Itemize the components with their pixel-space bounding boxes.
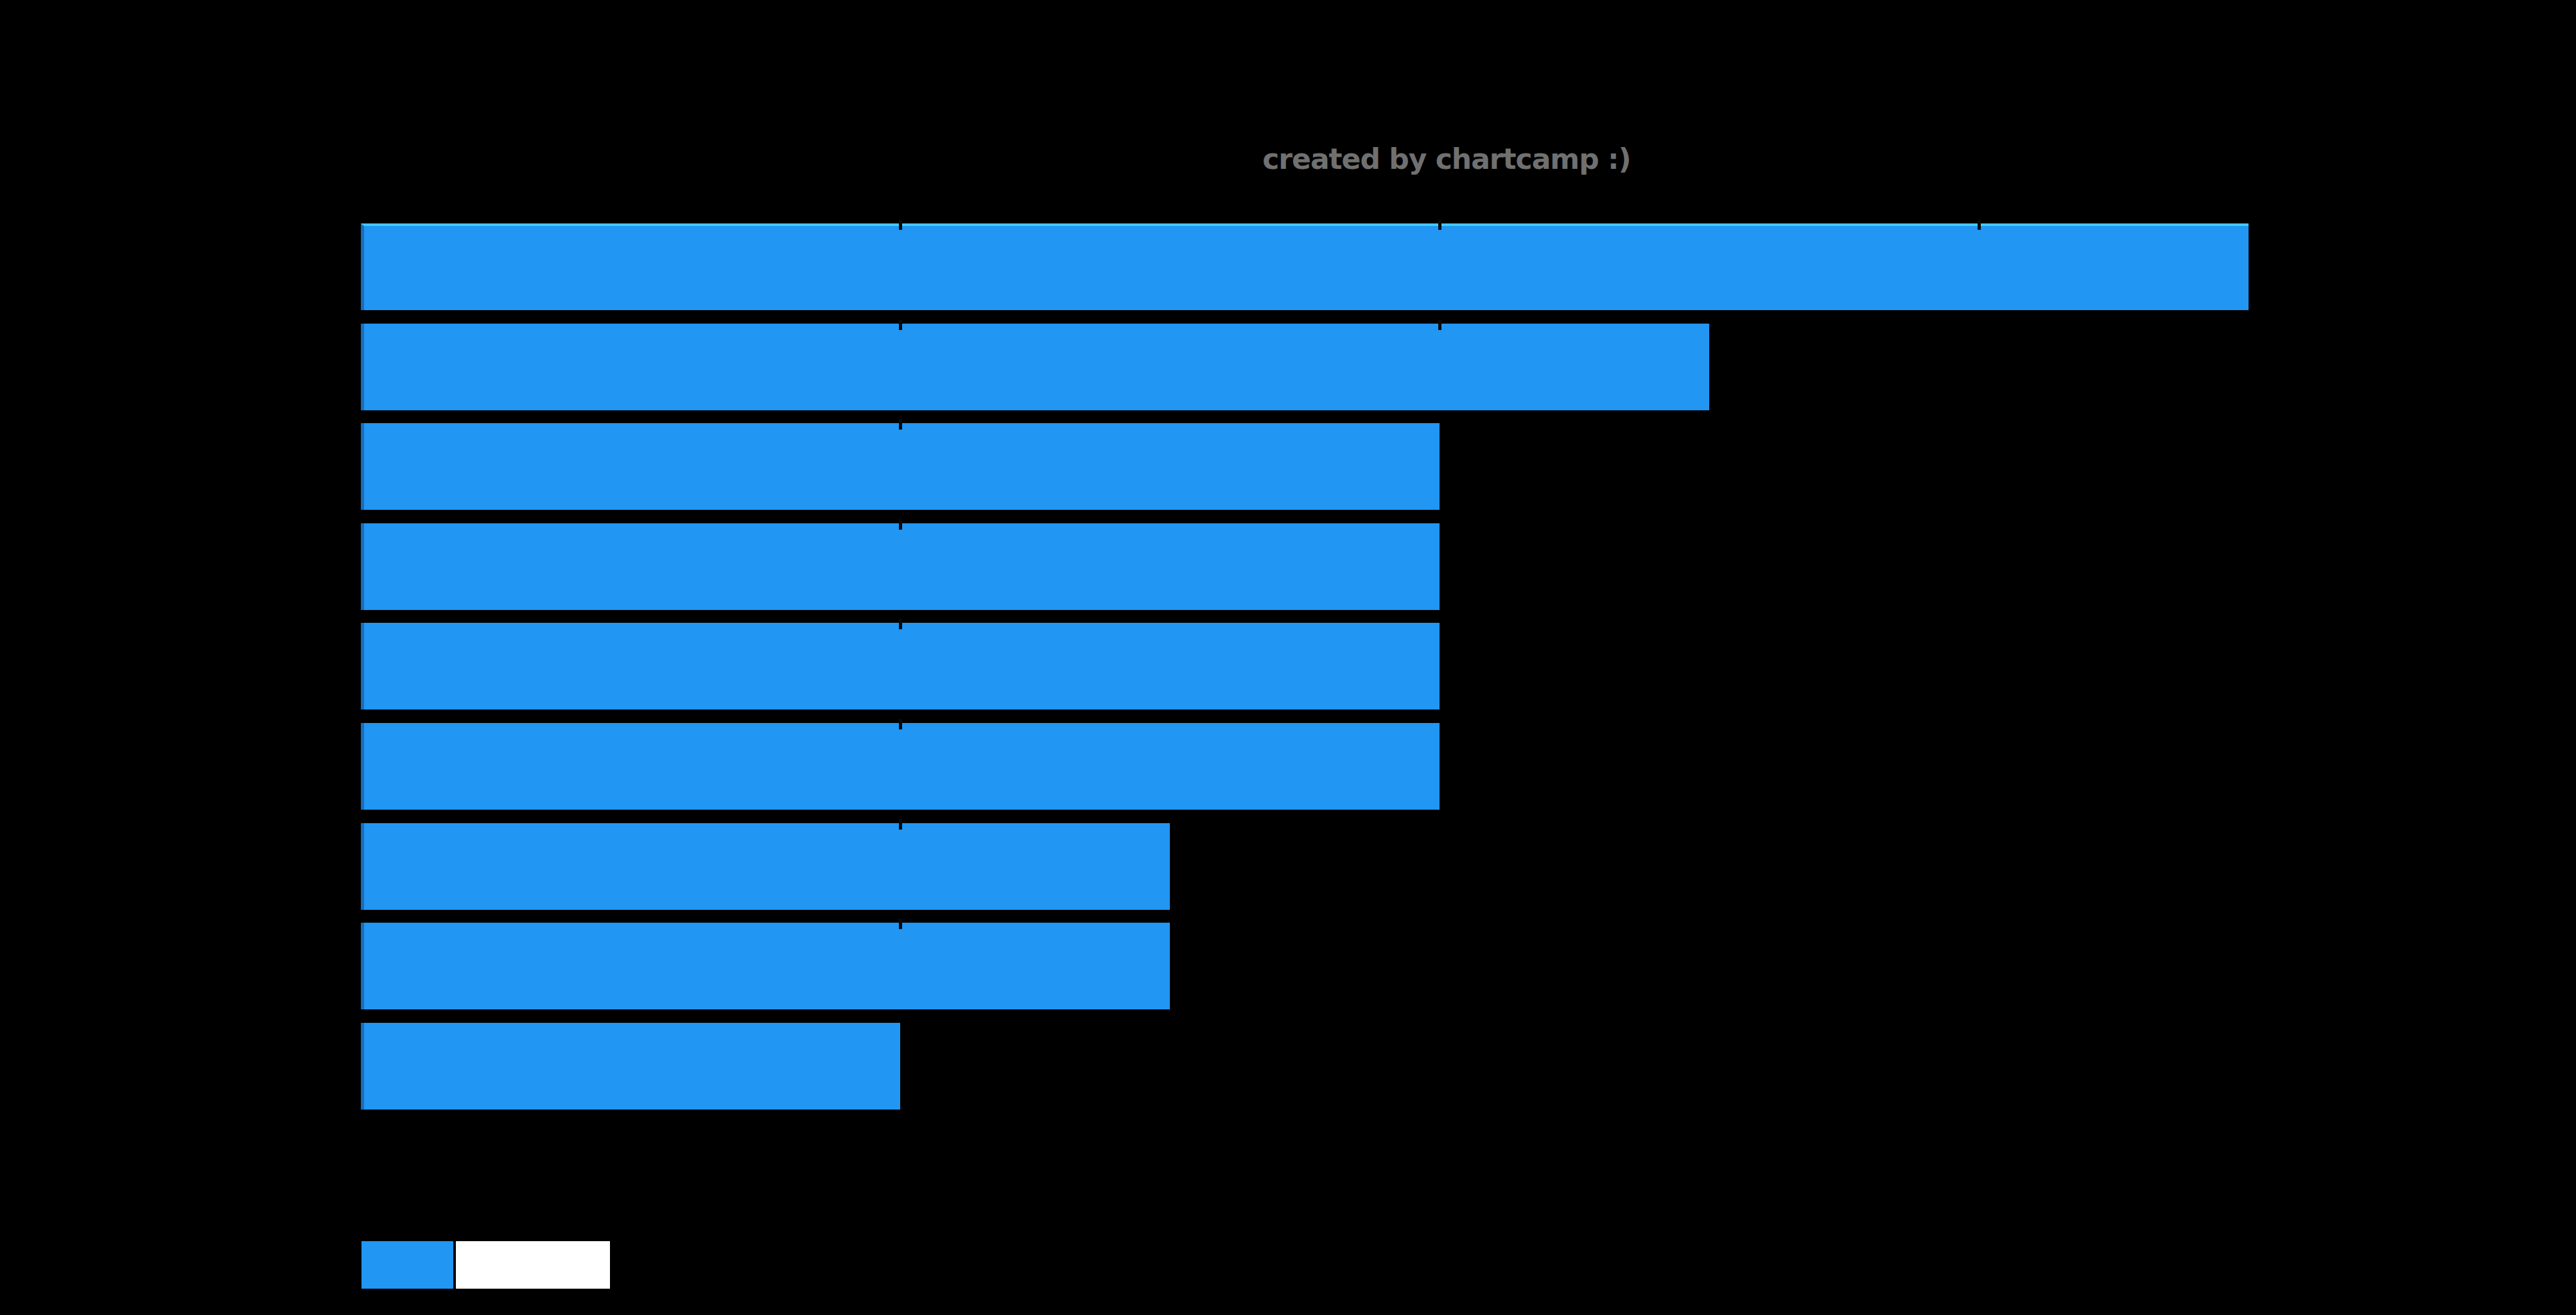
bar (361, 723, 1440, 810)
legend-swatch-secondary (456, 1241, 610, 1289)
x-axis-tick-mark (899, 320, 902, 330)
bar (361, 823, 1170, 910)
x-axis-tick-mark (1438, 220, 1441, 230)
x-axis-tick-mark (899, 519, 902, 530)
x-axis-tick-mark (899, 220, 902, 230)
bar (361, 223, 2249, 310)
bar (361, 423, 1440, 510)
bar (361, 923, 1170, 1009)
x-axis-tick-mark (899, 419, 902, 430)
x-axis-tick-mark (899, 819, 902, 830)
x-axis-tick-mark (899, 719, 902, 729)
x-axis-tick-mark (1978, 220, 1981, 230)
x-axis-tick-mark (899, 619, 902, 629)
bar (361, 1023, 900, 1110)
bar (361, 523, 1440, 610)
x-axis-tick-mark (899, 919, 902, 929)
plot-area (0, 0, 2576, 1315)
x-axis-tick-mark (1438, 320, 1441, 330)
legend-swatch-primary (361, 1241, 453, 1289)
bar (361, 623, 1440, 710)
chart-canvas: created by chartcamp :) (0, 0, 2576, 1315)
legend (361, 1241, 610, 1289)
bar (361, 324, 1709, 410)
